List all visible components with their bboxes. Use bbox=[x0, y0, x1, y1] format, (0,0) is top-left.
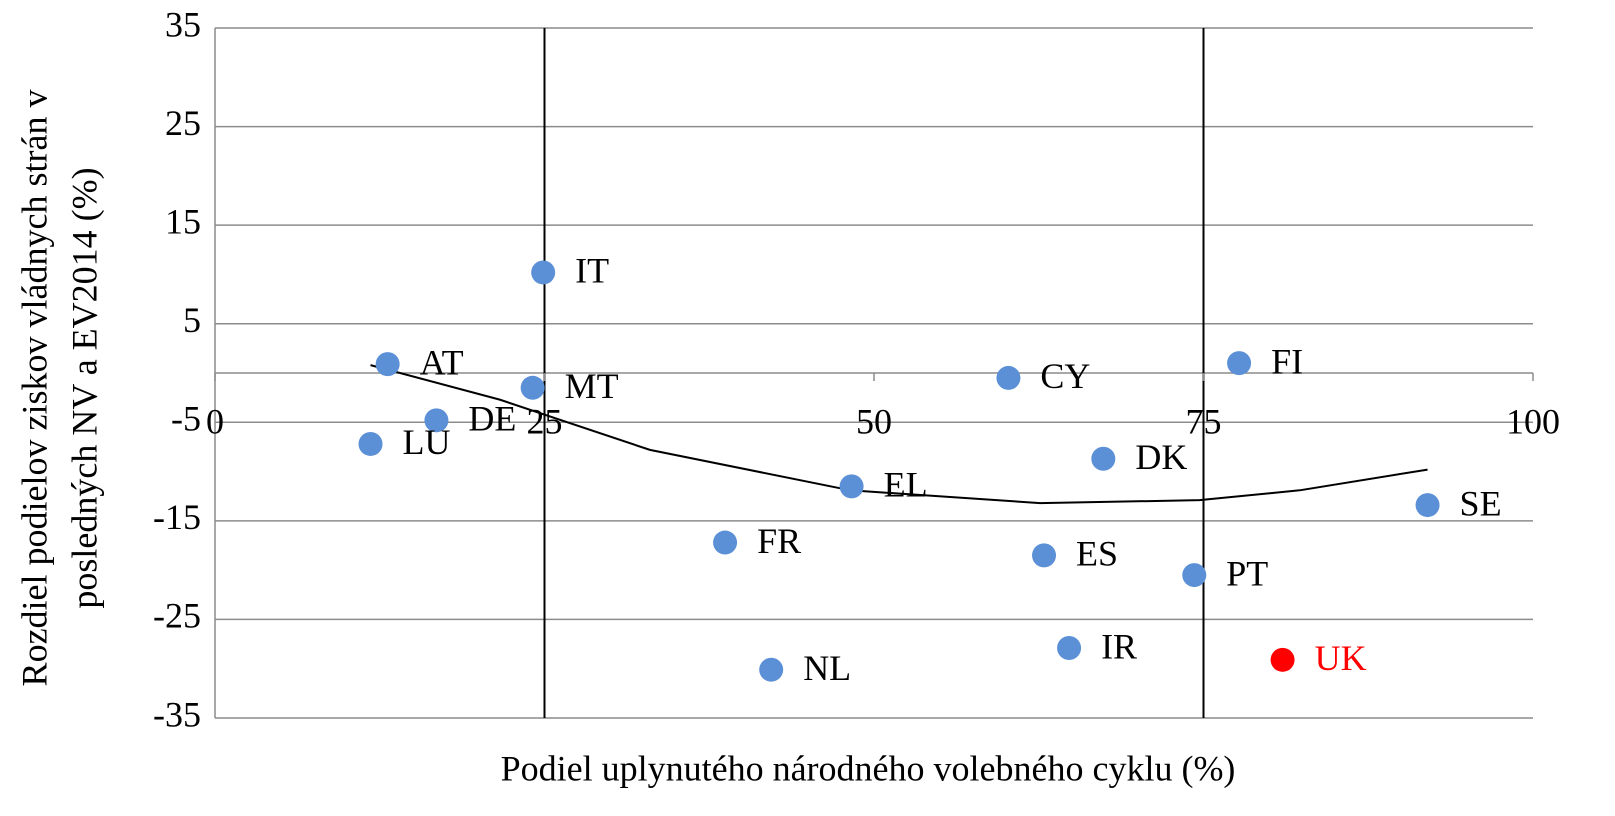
y-tick-label: -15 bbox=[153, 497, 201, 537]
point-label: EL bbox=[884, 465, 928, 505]
point bbox=[531, 260, 556, 285]
y-axis-label: Rozdiel podielov ziskov vládnych strán v bbox=[14, 90, 54, 687]
point-label: DE bbox=[468, 399, 516, 439]
y-tick-label: 5 bbox=[183, 300, 201, 340]
point-label: NL bbox=[803, 648, 851, 688]
point-label: FR bbox=[757, 521, 801, 561]
y-tick-label: 25 bbox=[165, 103, 201, 143]
point-label: SE bbox=[1460, 483, 1502, 523]
y-tick-label: -25 bbox=[153, 596, 201, 636]
point-label: LU bbox=[403, 422, 451, 462]
point bbox=[1032, 543, 1057, 568]
y-tick-label: -5 bbox=[171, 399, 201, 439]
point bbox=[996, 365, 1021, 390]
y-tick-label: -35 bbox=[153, 694, 201, 734]
point bbox=[424, 408, 449, 433]
point bbox=[1227, 351, 1252, 376]
point bbox=[358, 431, 383, 456]
x-tick-label: 100 bbox=[1506, 401, 1560, 441]
point bbox=[839, 474, 864, 499]
x-tick-label: 0 bbox=[206, 401, 224, 441]
point-label: AT bbox=[420, 342, 464, 382]
point-label: UK bbox=[1315, 638, 1367, 678]
point bbox=[1270, 647, 1295, 672]
point bbox=[375, 352, 400, 377]
y-axis-label: posledných NV a EV2014 (%) bbox=[64, 167, 104, 608]
point bbox=[520, 375, 545, 400]
point-label: IT bbox=[575, 251, 609, 291]
point-label: PT bbox=[1226, 553, 1268, 593]
point bbox=[713, 530, 738, 555]
x-tick-label: 75 bbox=[1186, 401, 1222, 441]
point bbox=[759, 657, 784, 682]
point-label: IR bbox=[1101, 626, 1137, 666]
point bbox=[1182, 563, 1207, 588]
point-label: CY bbox=[1040, 356, 1090, 396]
y-tick-label: 35 bbox=[165, 4, 201, 44]
point bbox=[1057, 636, 1082, 661]
x-tick-label: 50 bbox=[856, 401, 892, 441]
y-tick-label: 15 bbox=[165, 201, 201, 241]
point-label: MT bbox=[565, 366, 619, 406]
point-label: ES bbox=[1076, 534, 1118, 574]
point-label: DK bbox=[1135, 437, 1187, 477]
point bbox=[1415, 493, 1440, 518]
point-label: FI bbox=[1271, 341, 1303, 381]
x-axis-label: Podiel uplynutého národného volebného cy… bbox=[501, 748, 1236, 788]
point bbox=[1091, 446, 1116, 471]
trendline bbox=[370, 364, 1428, 505]
x-tick-label: 25 bbox=[527, 401, 563, 441]
